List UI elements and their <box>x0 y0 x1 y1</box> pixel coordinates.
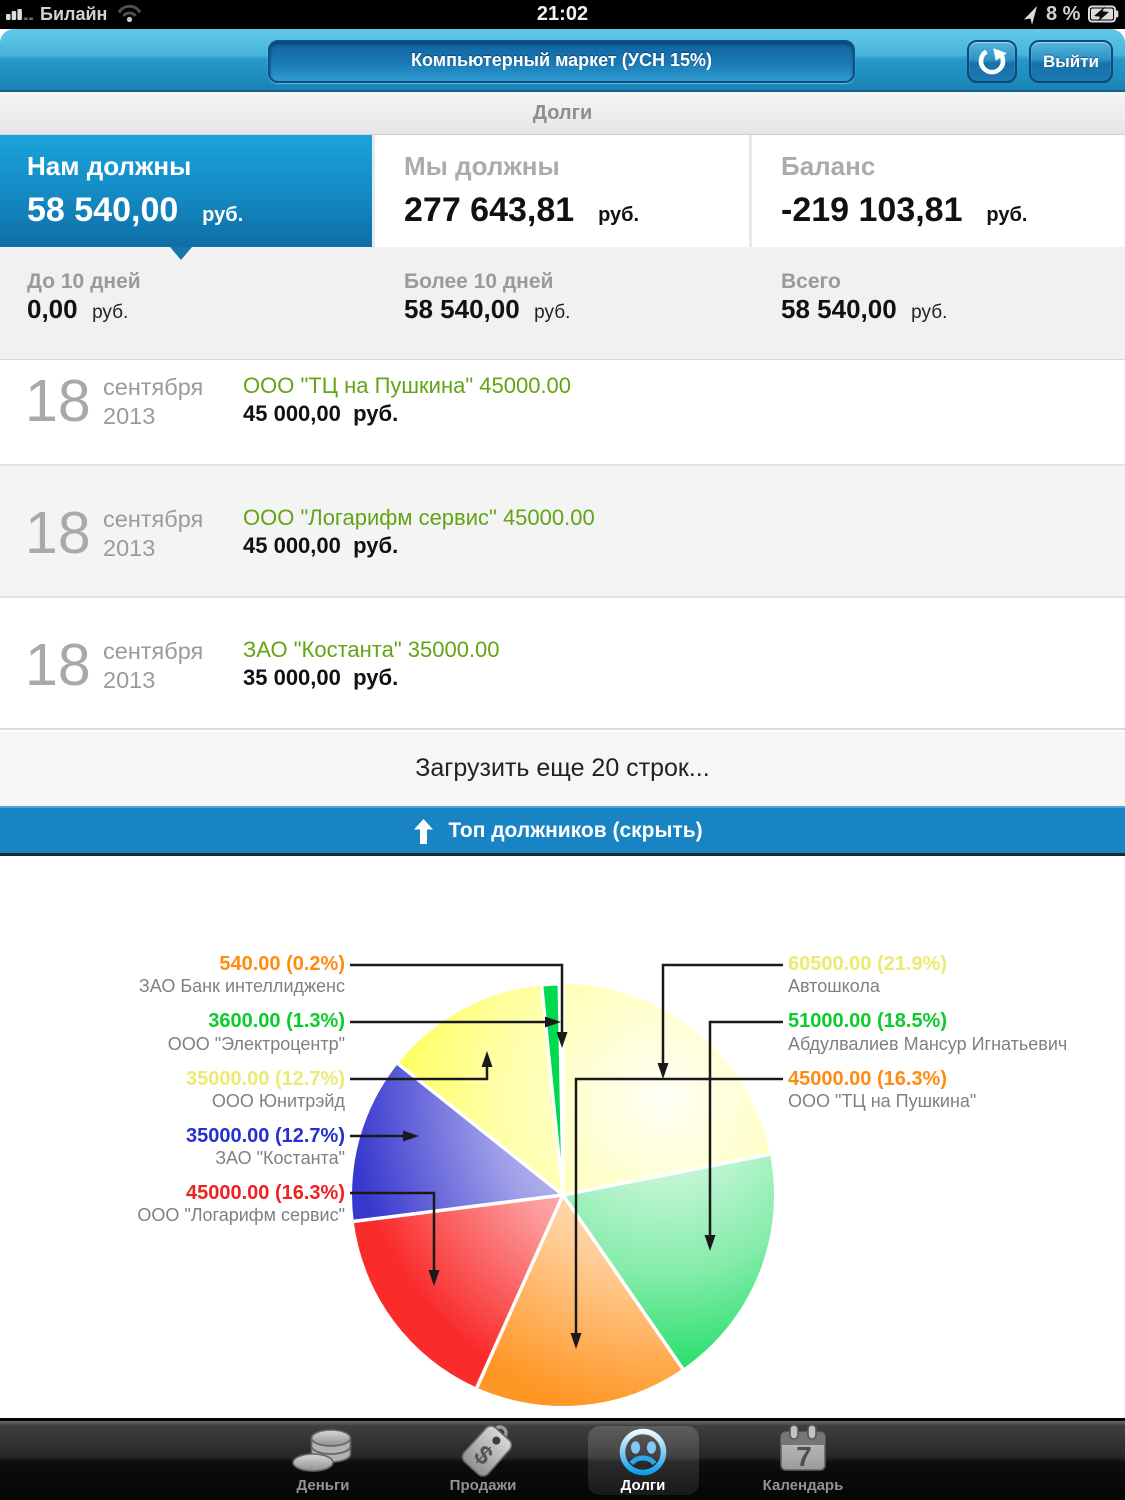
svg-text:7: 7 <box>796 1441 812 1472</box>
